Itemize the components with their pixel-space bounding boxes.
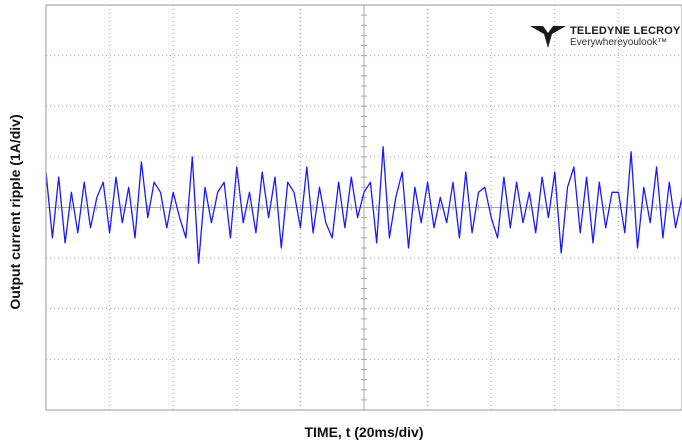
brand-tagline: Everywhereyoulook™: [570, 37, 668, 48]
waveform-line: [45, 146, 682, 264]
plot-frame: [45, 4, 682, 411]
waveform-trace: [45, 146, 682, 264]
y-axis-label: Output current ripple (1A/div): [7, 114, 23, 310]
brand-name: TELEDYNE LECROY: [570, 25, 681, 37]
x-axis-label: TIME, t (20ms/div): [304, 424, 424, 440]
teledyne-lecroy-logo-icon: [530, 26, 566, 48]
grid: [45, 4, 682, 411]
brand-logo: TELEDYNE LECROY Everywhereyoulook™: [530, 22, 681, 52]
y-axis-label-container: Output current ripple (1A/div): [0, 0, 30, 447]
